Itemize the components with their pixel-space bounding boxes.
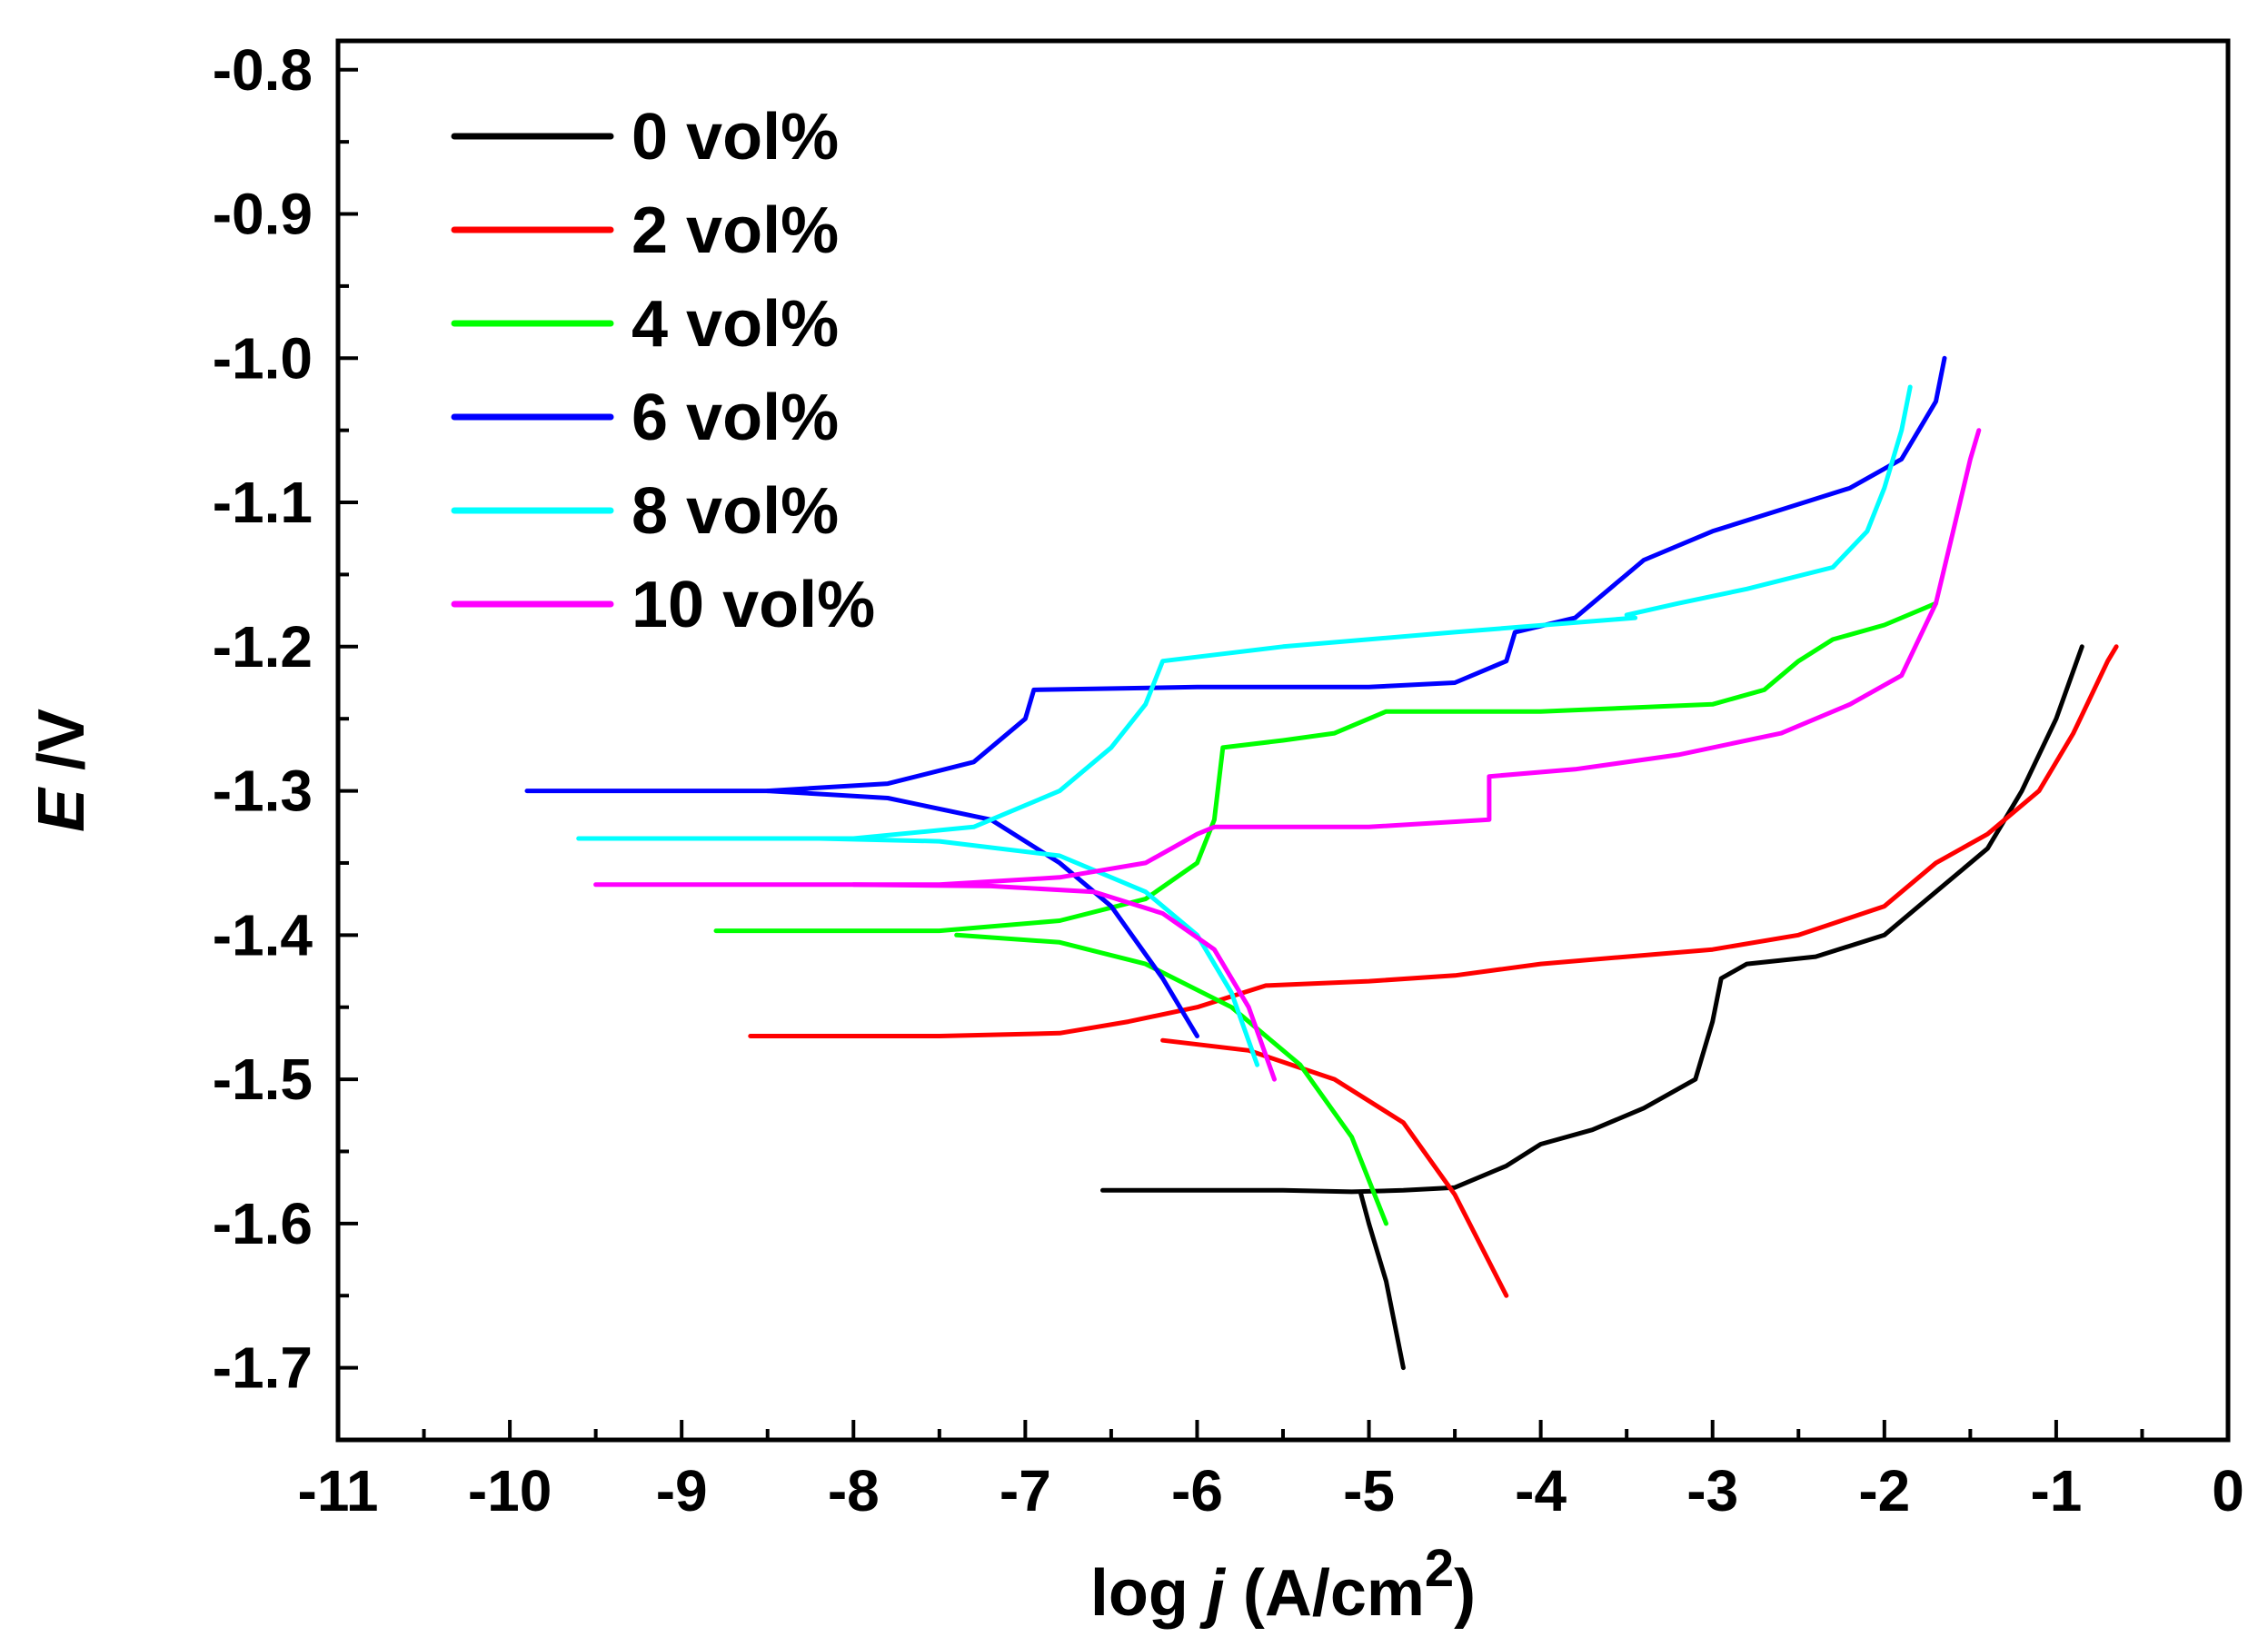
series-5-anodic-line <box>593 428 1982 888</box>
y-tick-label: -1.0 <box>213 325 313 391</box>
x-tick-labels: -11 -10 -9 -8 -7 -6 -5 -4 -3 -2 -1 0 <box>298 1458 2244 1523</box>
series-3-anodic-line <box>524 355 1947 794</box>
x-tick-label: -11 <box>298 1458 379 1523</box>
y-tick-label: -1.1 <box>213 470 313 535</box>
x-tick-label: -3 <box>1686 1458 1738 1523</box>
legend-label: 6 vol% <box>632 382 839 454</box>
x-axis-title: log j (A/cm2) <box>1090 1539 1476 1630</box>
series-layer <box>524 355 2119 1371</box>
series-2-anodic-line <box>713 600 1938 934</box>
legend-label: 4 vol% <box>632 288 839 361</box>
y-axis-title: E /V <box>25 709 98 832</box>
y-tick-label: -1.3 <box>213 759 313 824</box>
series-3-cathodic-line <box>765 789 1199 1038</box>
x-tick-label: -4 <box>1515 1458 1567 1523</box>
y-tick-labels: -0.8 -0.9 -1.0 -1.1 -1.2 -1.3 -1.4 -1.5 -1.6 -1.7 <box>213 37 313 1401</box>
legend-label: 10 vol% <box>632 569 875 641</box>
legend-label: 8 vol% <box>632 475 839 548</box>
y-tick-label: -1.7 <box>213 1335 313 1401</box>
y-tick-label: -0.9 <box>213 182 313 247</box>
series-1-anodic-line <box>748 644 2119 1038</box>
legend: 0 vol% 2 vol% 4 vol% 6 vol% 8 vol% 10 vol% <box>451 101 875 641</box>
x-tick-label: 0 <box>2212 1458 2244 1523</box>
y-tick-label: -1.2 <box>213 614 313 680</box>
series-1-cathodic-line <box>1160 1037 1509 1298</box>
x-tick-label: -7 <box>1000 1458 1051 1523</box>
legend-label: 2 vol% <box>632 194 839 267</box>
series-0-cathodic-line <box>1358 1189 1406 1371</box>
series-4-cathodic-line <box>817 836 1260 1067</box>
series-4-anodic-line <box>576 384 1913 841</box>
y-tick-label: -0.8 <box>213 37 313 103</box>
legend-label: 0 vol% <box>632 101 839 174</box>
ticks-layer <box>336 67 2230 1442</box>
x-tick-label: -5 <box>1343 1458 1395 1523</box>
y-tick-label: -1.4 <box>213 902 313 967</box>
series-0-anodic-line <box>1100 644 2084 1195</box>
x-tick-label: -9 <box>656 1458 708 1523</box>
series-5-cathodic-line <box>850 882 1277 1082</box>
y-tick-label: -1.6 <box>213 1191 313 1256</box>
x-tick-label: -1 <box>2030 1458 2082 1523</box>
x-tick-label: -2 <box>1858 1458 1910 1523</box>
y-tick-label: -1.5 <box>213 1047 313 1112</box>
x-tick-label: -8 <box>828 1458 880 1523</box>
x-tick-label: -10 <box>468 1458 552 1523</box>
x-tick-label: -6 <box>1171 1458 1223 1523</box>
series-2-cathodic-line <box>954 932 1388 1226</box>
